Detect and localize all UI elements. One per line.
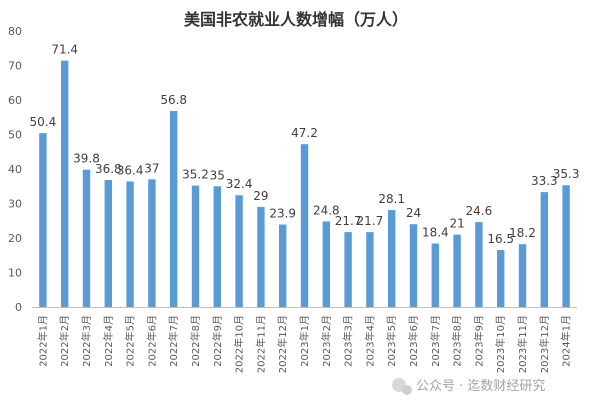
bar-data-label: 35 bbox=[210, 168, 225, 182]
bar-data-label: 37 bbox=[144, 161, 159, 175]
bar bbox=[82, 169, 91, 307]
bar-data-label: 71.4 bbox=[51, 43, 78, 57]
bar bbox=[475, 222, 483, 307]
x-tick-label: 2022年4月 bbox=[102, 315, 115, 367]
bar bbox=[213, 186, 221, 307]
bar-data-label: 28.1 bbox=[378, 192, 405, 206]
bar-data-label: 24.6 bbox=[466, 204, 493, 218]
bar-data-label: 56.8 bbox=[160, 93, 187, 107]
y-tick-label: 60 bbox=[8, 94, 22, 107]
bar bbox=[387, 210, 396, 307]
bar bbox=[518, 244, 527, 307]
x-tick-label: 2022年9月 bbox=[211, 315, 224, 367]
x-tick-label: 2022年12月 bbox=[276, 315, 289, 373]
x-tick-label: 2023年1月 bbox=[298, 315, 311, 367]
bars bbox=[39, 60, 570, 307]
bar-data-label: 35.2 bbox=[182, 168, 209, 182]
x-tick-label: 2022年10月 bbox=[233, 315, 246, 373]
bar-data-label: 50.4 bbox=[30, 115, 57, 129]
x-tick-label: 2022年1月 bbox=[36, 315, 49, 367]
x-tick-label: 2023年8月 bbox=[451, 315, 464, 367]
bar bbox=[300, 144, 309, 307]
bar-data-label: 39.8 bbox=[73, 152, 100, 166]
watermark: 公众号 · 迄数财经研究 bbox=[392, 378, 545, 395]
x-tick-label: 2023年2月 bbox=[320, 315, 333, 367]
bar-data-label: 32.4 bbox=[226, 177, 253, 191]
bar-data-label: 29 bbox=[253, 189, 268, 203]
bar-data-label: 36.8 bbox=[95, 162, 122, 176]
bar-data-label: 16.5 bbox=[487, 232, 514, 246]
x-tick-label: 2022年6月 bbox=[145, 315, 158, 367]
x-tick-label: 2022年8月 bbox=[189, 315, 202, 367]
x-tick-label: 2022年5月 bbox=[124, 315, 137, 367]
bar bbox=[322, 221, 330, 307]
bar-data-label: 36.4 bbox=[117, 163, 144, 177]
bar-data-label: 33.3 bbox=[531, 174, 558, 188]
x-tick-label: 2022年11月 bbox=[254, 315, 267, 373]
y-tick-label: 70 bbox=[8, 60, 22, 73]
x-tick-label: 2023年4月 bbox=[363, 315, 376, 367]
x-tick-label: 2023年10月 bbox=[494, 315, 507, 373]
y-tick-label: 0 bbox=[15, 301, 22, 314]
bar bbox=[191, 185, 200, 307]
bar bbox=[39, 133, 47, 307]
bar-data-label: 47.2 bbox=[291, 126, 318, 140]
x-axis: 2022年1月 2022年2月 2022年3月 2022年4月 2022年5月 2022年… bbox=[36, 315, 572, 373]
y-tick-label: 30 bbox=[8, 198, 22, 211]
bar bbox=[453, 234, 461, 307]
x-tick-label: 2022年2月 bbox=[58, 315, 71, 367]
x-tick-label: 2023年6月 bbox=[407, 315, 420, 367]
bar bbox=[257, 206, 265, 307]
bar-data-label: 21 bbox=[449, 217, 464, 231]
bar bbox=[496, 250, 505, 307]
bar bbox=[540, 192, 548, 307]
y-tick-label: 10 bbox=[8, 267, 22, 280]
bar bbox=[126, 181, 134, 307]
x-tick-label: 2023年7月 bbox=[429, 315, 442, 367]
bar bbox=[235, 195, 243, 307]
x-tick-label: 2023年5月 bbox=[385, 315, 398, 367]
bar bbox=[169, 111, 178, 307]
bar bbox=[60, 60, 69, 307]
bar bbox=[104, 180, 112, 307]
bar bbox=[148, 179, 156, 307]
y-tick-label: 40 bbox=[8, 163, 22, 176]
bar bbox=[431, 243, 439, 307]
bar bbox=[409, 224, 418, 307]
data-labels: 50.4 71.4 39.836.836.4 37 56.8 35.2 3532.42923… bbox=[30, 43, 580, 246]
bar-data-label: 18.2 bbox=[509, 226, 536, 240]
x-tick-label: 2023年11月 bbox=[516, 315, 529, 373]
y-axis: 0 10 20 30 40 50 60 70 80 bbox=[8, 25, 22, 314]
y-tick-label: 20 bbox=[8, 232, 22, 245]
x-tick-label: 2022年3月 bbox=[80, 315, 93, 367]
watermark-text: 公众号 · 迄数财经研究 bbox=[416, 379, 545, 394]
x-tick-label: 2022年7月 bbox=[167, 315, 180, 367]
bar-data-label: 24 bbox=[406, 206, 421, 220]
x-tick-label: 2023年12月 bbox=[538, 315, 551, 373]
y-tick-label: 80 bbox=[8, 25, 22, 38]
bar bbox=[344, 232, 352, 307]
bar bbox=[562, 185, 570, 307]
bar-data-label: 21.7 bbox=[357, 214, 384, 228]
wechat-logo-icon-small bbox=[402, 385, 412, 395]
bar-data-label: 35.3 bbox=[553, 167, 580, 181]
bar-data-label: 23.9 bbox=[269, 207, 296, 221]
bar bbox=[366, 232, 374, 307]
bar bbox=[278, 224, 287, 307]
chart-title: 美国非农就业人数增幅（万人） bbox=[184, 10, 408, 29]
y-tick-label: 50 bbox=[8, 129, 22, 142]
x-tick-label: 2023年3月 bbox=[342, 315, 355, 367]
bar-data-label: 18.4 bbox=[422, 226, 449, 240]
x-tick-label: 2024年1月 bbox=[560, 315, 573, 367]
bar-data-label: 21.7 bbox=[335, 214, 362, 228]
x-tick-label: 2023年9月 bbox=[472, 315, 485, 367]
bar-data-label: 24.8 bbox=[313, 203, 340, 217]
